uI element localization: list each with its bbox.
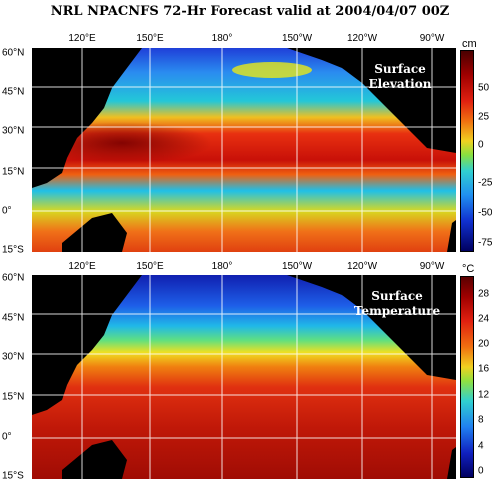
surface-elevation-map: Surface Elevation xyxy=(32,48,456,252)
lat-tick-0: 0° xyxy=(2,205,12,217)
surface-temperature-field xyxy=(32,275,456,479)
cb-temp-tick-8: 8 xyxy=(478,414,484,426)
land-australia xyxy=(62,440,127,479)
lat-tick-15s: 15°S xyxy=(2,470,24,482)
panel-label-line2: Temperature xyxy=(353,304,441,318)
longitude-axis-top: 120°E 150°E 180° 150°W 120°W 90°W xyxy=(32,33,456,47)
panel-label-line1: Surface xyxy=(371,289,423,303)
cb-temp-tick-28: 28 xyxy=(478,288,490,300)
colorbar-elevation xyxy=(460,50,474,252)
colorbar-unit-elevation: cm xyxy=(462,38,477,50)
land-asia xyxy=(32,48,142,188)
elevation-alaska-band xyxy=(232,62,312,78)
panel-label-temperature: Surface Temperature xyxy=(342,289,452,319)
panel-label-line1: Surface xyxy=(374,62,426,76)
cb-temp-tick-24: 24 xyxy=(478,313,490,325)
colorbar-temperature xyxy=(460,276,474,478)
cb-elev-tick-25: 25 xyxy=(478,111,490,123)
land-south-america xyxy=(447,220,456,252)
lon-tick-150e: 150°E xyxy=(136,33,164,44)
lon-tick-120e: 120°E xyxy=(68,261,96,272)
lat-tick-15n: 15°N xyxy=(2,166,25,178)
lat-tick-60n: 60°N xyxy=(2,47,25,59)
lon-tick-120w: 120°W xyxy=(346,33,378,44)
lon-tick-90w: 90°W xyxy=(419,33,445,44)
cb-elev-tick-neg25: -25 xyxy=(478,177,493,189)
elevation-high-anomaly xyxy=(32,108,332,178)
lat-tick-30n: 30°N xyxy=(2,351,25,363)
cb-temp-tick-0: 0 xyxy=(478,465,484,477)
lat-tick-0: 0° xyxy=(2,431,12,443)
lat-tick-45n: 45°N xyxy=(2,312,25,324)
cb-elev-tick-neg75: -75 xyxy=(478,237,493,249)
graticule xyxy=(32,275,456,479)
lat-tick-45n: 45°N xyxy=(2,86,25,98)
longitude-axis-bottom: 120°E 150°E 180° 150°W 120°W 90°W xyxy=(32,261,456,275)
panel-label-elevation: Surface Elevation xyxy=(350,62,450,92)
figure-title: NRL NPACNFS 72-Hr Forecast valid at 2004… xyxy=(50,4,450,19)
cb-temp-tick-16: 16 xyxy=(478,363,490,375)
lon-tick-90w: 90°W xyxy=(419,261,445,272)
lon-tick-150w: 150°W xyxy=(281,261,313,272)
cb-temp-tick-20: 20 xyxy=(478,338,490,350)
lon-tick-150e: 150°E xyxy=(136,261,164,272)
cb-elev-tick-neg50: -50 xyxy=(478,207,493,219)
lon-tick-120w: 120°W xyxy=(346,261,378,272)
surface-elevation-field xyxy=(32,48,456,252)
cb-elev-tick-50: 50 xyxy=(478,82,490,94)
cb-temp-tick-4: 4 xyxy=(478,440,484,452)
lon-tick-180: 180° xyxy=(211,261,233,272)
land-australia xyxy=(62,213,127,252)
surface-temperature-map: Surface Temperature xyxy=(32,275,456,479)
lon-tick-120e: 120°E xyxy=(68,33,96,44)
lat-tick-60n: 60°N xyxy=(2,272,25,284)
land-south-america xyxy=(447,447,456,479)
lat-tick-30n: 30°N xyxy=(2,125,25,137)
cb-temp-tick-12: 12 xyxy=(478,389,490,401)
land-asia xyxy=(32,275,142,415)
panel-label-line2: Elevation xyxy=(368,77,432,91)
cb-elev-tick-0: 0 xyxy=(478,139,484,151)
graticule xyxy=(32,48,456,252)
lat-tick-15s: 15°S xyxy=(2,244,24,256)
lon-tick-150w: 150°W xyxy=(281,33,313,44)
lat-tick-15n: 15°N xyxy=(2,391,25,403)
colorbar-unit-temperature: °C xyxy=(462,263,475,275)
lon-tick-180: 180° xyxy=(211,33,233,44)
